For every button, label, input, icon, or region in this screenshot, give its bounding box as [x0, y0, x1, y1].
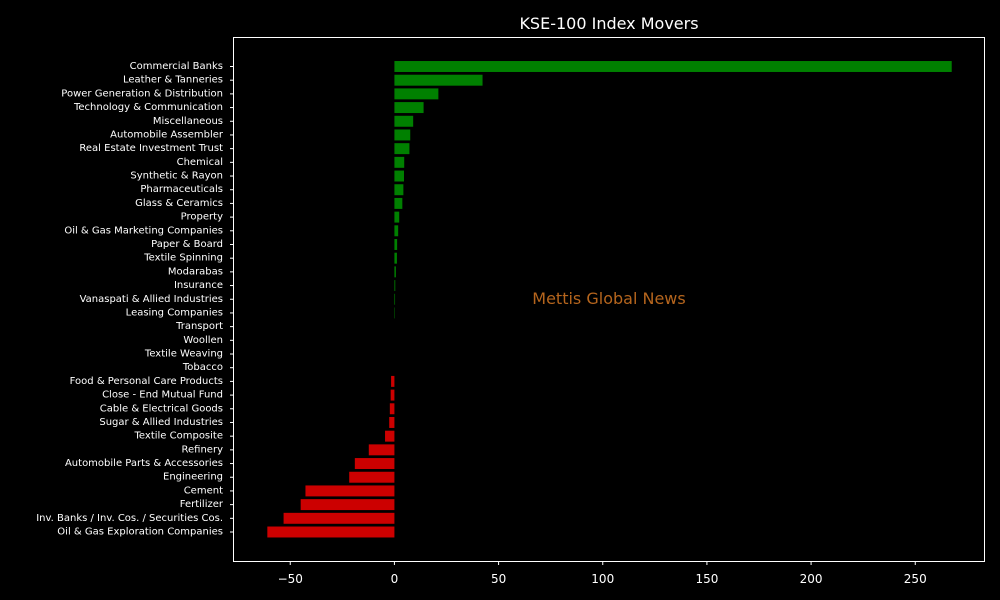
- category-label: Glass & Ceramics: [135, 198, 223, 209]
- bar: [349, 471, 395, 483]
- bar: [394, 129, 411, 141]
- bar: [283, 512, 395, 524]
- category-label: Food & Personal Care Products: [70, 376, 223, 387]
- bar: [394, 197, 403, 209]
- category-label: Fertilizer: [180, 499, 224, 510]
- bar: [267, 526, 395, 538]
- category-label: Textile Spinning: [143, 253, 223, 264]
- bar: [389, 416, 395, 428]
- x-tick-label: 50: [491, 572, 506, 586]
- category-label: Insurance: [174, 280, 223, 291]
- category-label: Paper & Board: [151, 239, 223, 250]
- bar: [305, 485, 395, 497]
- bar: [394, 170, 404, 182]
- category-label: Commercial Banks: [130, 61, 223, 72]
- category-label: Transport: [175, 321, 223, 332]
- bar: [385, 430, 395, 442]
- bar: [394, 293, 396, 305]
- bars-group: [267, 61, 952, 538]
- x-tick-label: 200: [800, 572, 823, 586]
- category-axis: Commercial Banks Leather & Tanneries Power…: [36, 61, 234, 538]
- bar: [394, 102, 424, 114]
- category-label: Cement: [184, 485, 223, 496]
- category-label: Property: [181, 212, 223, 223]
- category-label: Automobile Parts & Accessories: [65, 458, 223, 469]
- chart-title: KSE-100 Index Movers: [519, 14, 698, 33]
- bar: [354, 458, 395, 470]
- category-label: Woollen: [183, 335, 223, 346]
- category-label: Chemical: [177, 157, 223, 168]
- category-label: Pharmaceuticals: [140, 184, 223, 195]
- value-axis: −50 0 50 100 150 200 250: [278, 561, 927, 586]
- bar: [394, 280, 396, 292]
- watermark-text: Mettis Global News: [532, 289, 685, 308]
- category-label: Textile Weaving: [144, 349, 223, 360]
- category-label: Modarabas: [168, 266, 223, 277]
- bar: [394, 156, 405, 168]
- category-label: Sugar & Allied Industries: [99, 417, 223, 428]
- category-label: Leather & Tanneries: [123, 75, 223, 86]
- bar: [394, 225, 399, 237]
- x-tick-label: −50: [278, 572, 303, 586]
- bar: [394, 143, 410, 155]
- category-label: Oil & Gas Exploration Companies: [57, 527, 223, 538]
- category-label: Engineering: [163, 472, 223, 483]
- x-tick-label: 250: [904, 572, 927, 586]
- category-label: Oil & Gas Marketing Companies: [64, 225, 223, 236]
- bar: [394, 74, 483, 86]
- bar: [394, 266, 396, 278]
- bar: [394, 239, 398, 250]
- bar: [390, 389, 395, 401]
- category-label: Refinery: [182, 444, 224, 455]
- bar: [394, 88, 439, 100]
- x-tick-label: 0: [391, 572, 399, 586]
- bar: [394, 211, 400, 223]
- category-label: Close - End Mutual Fund: [102, 390, 223, 401]
- category-label: Cable & Electrical Goods: [100, 403, 223, 414]
- category-label: Synthetic & Rayon: [130, 171, 223, 182]
- bar: [391, 375, 395, 387]
- category-label: Technology & Communication: [73, 102, 223, 113]
- category-label: Leasing Companies: [126, 307, 223, 318]
- category-label: Tobacco: [182, 362, 223, 373]
- category-label: Automobile Assembler: [110, 129, 224, 140]
- category-label: Vanaspati & Allied Industries: [80, 294, 223, 305]
- bar: [300, 499, 395, 511]
- category-label: Power Generation & Distribution: [61, 88, 223, 99]
- bar: [394, 184, 404, 196]
- category-label: Real Estate Investment Trust: [79, 143, 223, 154]
- category-label: Miscellaneous: [153, 116, 223, 127]
- bar: [394, 115, 414, 127]
- category-label: Textile Composite: [134, 431, 223, 442]
- bar: [394, 61, 952, 72]
- bar: [368, 444, 395, 456]
- x-tick-label: 100: [591, 572, 614, 586]
- bar: [389, 403, 395, 415]
- category-label: Inv. Banks / Inv. Cos. / Securities Cos.: [36, 513, 223, 524]
- bar: [394, 252, 397, 264]
- x-tick-label: 150: [695, 572, 718, 586]
